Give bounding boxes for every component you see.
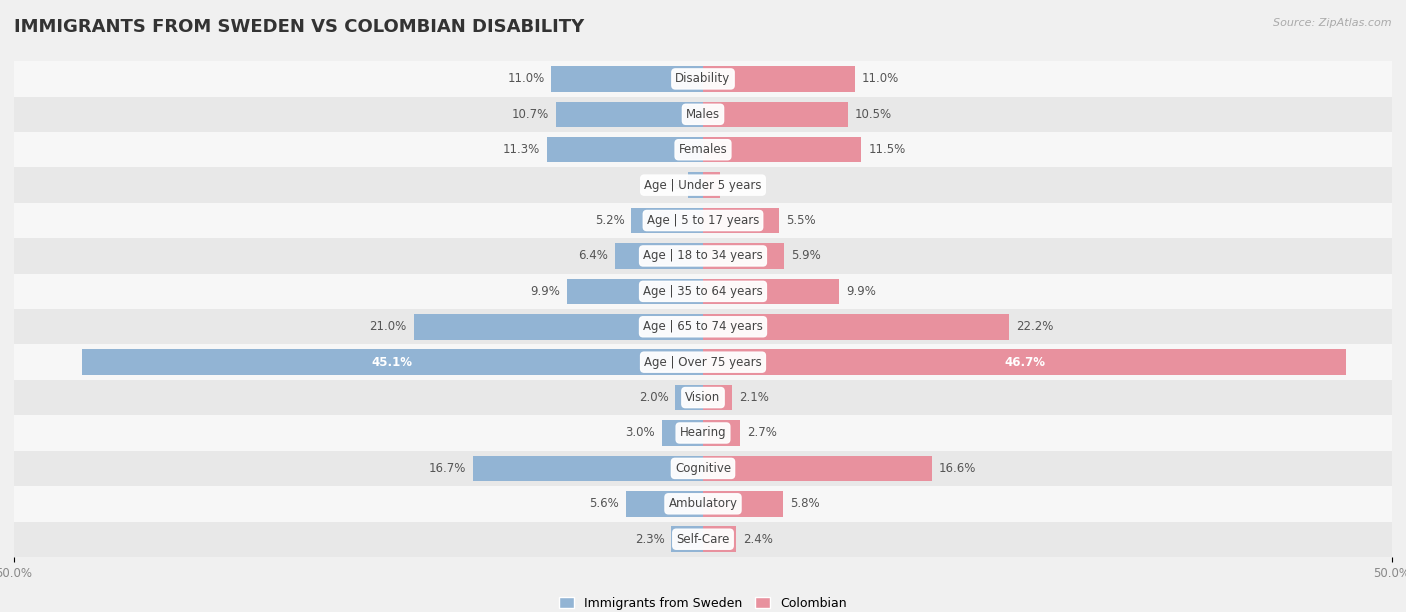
- Bar: [703, 208, 779, 233]
- Bar: [703, 173, 720, 198]
- Text: Age | Under 5 years: Age | Under 5 years: [644, 179, 762, 192]
- Text: 5.5%: 5.5%: [786, 214, 815, 227]
- Bar: [703, 314, 1010, 340]
- Bar: [472, 456, 703, 481]
- Text: 11.0%: 11.0%: [508, 72, 544, 86]
- Text: IMMIGRANTS FROM SWEDEN VS COLOMBIAN DISABILITY: IMMIGRANTS FROM SWEDEN VS COLOMBIAN DISA…: [14, 18, 585, 36]
- Bar: [14, 97, 1392, 132]
- Bar: [703, 491, 783, 517]
- Text: 45.1%: 45.1%: [371, 356, 413, 368]
- Text: 2.0%: 2.0%: [638, 391, 669, 404]
- Text: Age | Over 75 years: Age | Over 75 years: [644, 356, 762, 368]
- Bar: [614, 243, 703, 269]
- Text: Males: Males: [686, 108, 720, 121]
- Bar: [14, 238, 1392, 274]
- Bar: [671, 526, 703, 552]
- Text: 5.6%: 5.6%: [589, 498, 619, 510]
- Bar: [631, 208, 703, 233]
- Text: 11.5%: 11.5%: [869, 143, 905, 156]
- Text: 6.4%: 6.4%: [578, 250, 607, 263]
- Bar: [14, 61, 1392, 97]
- Bar: [14, 132, 1392, 168]
- Bar: [14, 521, 1392, 557]
- Bar: [14, 274, 1392, 309]
- Bar: [703, 102, 848, 127]
- Bar: [703, 66, 855, 92]
- Bar: [675, 385, 703, 410]
- Bar: [413, 314, 703, 340]
- Text: Age | 18 to 34 years: Age | 18 to 34 years: [643, 250, 763, 263]
- Bar: [14, 345, 1392, 380]
- Bar: [703, 456, 932, 481]
- Bar: [555, 102, 703, 127]
- Text: Age | 5 to 17 years: Age | 5 to 17 years: [647, 214, 759, 227]
- Bar: [662, 420, 703, 446]
- Bar: [82, 349, 703, 375]
- Text: 10.7%: 10.7%: [512, 108, 548, 121]
- Text: 1.1%: 1.1%: [651, 179, 681, 192]
- Text: 22.2%: 22.2%: [1015, 320, 1053, 334]
- Bar: [703, 243, 785, 269]
- Bar: [703, 278, 839, 304]
- Bar: [14, 380, 1392, 416]
- Text: Cognitive: Cognitive: [675, 462, 731, 475]
- Text: Vision: Vision: [685, 391, 721, 404]
- Text: 2.7%: 2.7%: [747, 427, 778, 439]
- Text: 11.0%: 11.0%: [862, 72, 898, 86]
- Bar: [14, 168, 1392, 203]
- Text: 5.8%: 5.8%: [790, 498, 820, 510]
- Text: 5.2%: 5.2%: [595, 214, 624, 227]
- Text: 5.9%: 5.9%: [792, 250, 821, 263]
- Text: 46.7%: 46.7%: [1004, 356, 1045, 368]
- Text: Hearing: Hearing: [679, 427, 727, 439]
- Text: 16.7%: 16.7%: [429, 462, 465, 475]
- Bar: [703, 349, 1347, 375]
- Text: 16.6%: 16.6%: [939, 462, 976, 475]
- Bar: [626, 491, 703, 517]
- Bar: [703, 526, 737, 552]
- Text: Source: ZipAtlas.com: Source: ZipAtlas.com: [1274, 18, 1392, 28]
- Bar: [567, 278, 703, 304]
- Bar: [14, 486, 1392, 521]
- Bar: [703, 420, 740, 446]
- Text: Ambulatory: Ambulatory: [668, 498, 738, 510]
- Text: 21.0%: 21.0%: [370, 320, 406, 334]
- Bar: [14, 450, 1392, 486]
- Text: 10.5%: 10.5%: [855, 108, 891, 121]
- Bar: [14, 203, 1392, 238]
- Legend: Immigrants from Sweden, Colombian: Immigrants from Sweden, Colombian: [554, 592, 852, 612]
- Text: 3.0%: 3.0%: [626, 427, 655, 439]
- Text: 1.2%: 1.2%: [727, 179, 756, 192]
- Text: 9.9%: 9.9%: [846, 285, 876, 298]
- Text: Disability: Disability: [675, 72, 731, 86]
- Bar: [703, 137, 862, 162]
- Bar: [14, 416, 1392, 450]
- Text: 2.1%: 2.1%: [738, 391, 769, 404]
- Text: Age | 35 to 64 years: Age | 35 to 64 years: [643, 285, 763, 298]
- Bar: [703, 385, 733, 410]
- Text: 2.4%: 2.4%: [742, 532, 773, 546]
- Bar: [551, 66, 703, 92]
- Text: Age | 65 to 74 years: Age | 65 to 74 years: [643, 320, 763, 334]
- Text: Self-Care: Self-Care: [676, 532, 730, 546]
- Bar: [688, 173, 703, 198]
- Text: 11.3%: 11.3%: [503, 143, 540, 156]
- Bar: [547, 137, 703, 162]
- Bar: [14, 309, 1392, 345]
- Text: 2.3%: 2.3%: [634, 532, 665, 546]
- Text: 9.9%: 9.9%: [530, 285, 560, 298]
- Text: Females: Females: [679, 143, 727, 156]
